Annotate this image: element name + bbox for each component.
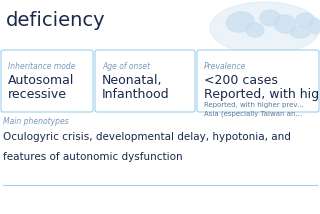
Text: <200 cases: <200 cases: [204, 74, 278, 87]
Text: deficiency: deficiency: [6, 11, 106, 30]
Ellipse shape: [296, 13, 314, 27]
Text: features of autonomic dysfunction: features of autonomic dysfunction: [3, 152, 183, 162]
Text: Age of onset: Age of onset: [102, 62, 150, 71]
FancyBboxPatch shape: [95, 50, 195, 112]
Ellipse shape: [309, 18, 320, 34]
Text: Oculogyric crisis, developmental delay, hypotonia, and: Oculogyric crisis, developmental delay, …: [3, 132, 291, 142]
Text: Asia (especially Taiwan an...: Asia (especially Taiwan an...: [204, 110, 302, 116]
Text: Infanthood: Infanthood: [102, 88, 170, 101]
Text: Main phenotypes: Main phenotypes: [3, 117, 69, 126]
Ellipse shape: [226, 12, 254, 32]
Text: Neonatal,: Neonatal,: [102, 74, 163, 87]
Text: Reported, with higher prev...: Reported, with higher prev...: [204, 88, 320, 101]
Text: Autosomal: Autosomal: [8, 74, 74, 87]
Ellipse shape: [260, 10, 280, 26]
Text: recessive: recessive: [8, 88, 67, 101]
Text: Inheritance mode: Inheritance mode: [8, 62, 76, 71]
Ellipse shape: [246, 23, 264, 37]
Text: Prevalence: Prevalence: [204, 62, 246, 71]
FancyBboxPatch shape: [1, 50, 93, 112]
Ellipse shape: [290, 26, 310, 38]
Ellipse shape: [274, 15, 296, 33]
Text: Reported, with higher prev...: Reported, with higher prev...: [204, 102, 304, 108]
FancyBboxPatch shape: [197, 50, 319, 112]
Ellipse shape: [210, 2, 320, 54]
